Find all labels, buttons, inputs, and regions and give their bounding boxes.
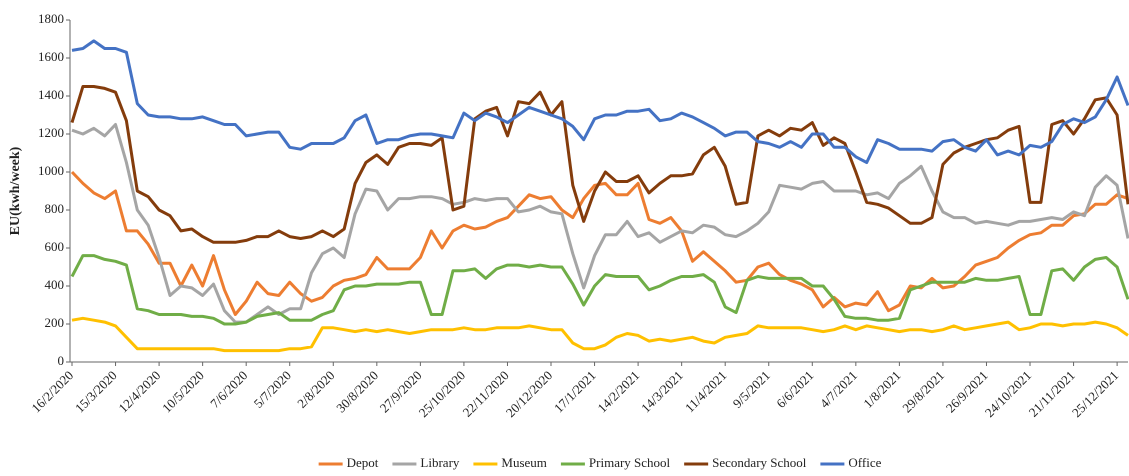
x-tick-label: 25/10/2020	[416, 368, 468, 420]
y-tick-label: 200	[45, 315, 65, 330]
x-tick-label: 29/8/2021	[899, 368, 947, 416]
y-axis-label: EU(kwh/week)	[8, 146, 23, 235]
x-tick-label: 6/6/2021	[773, 368, 816, 411]
series-line	[70, 254, 1129, 326]
series-line	[71, 123, 1129, 324]
y-tick-label: 1200	[38, 125, 64, 140]
x-tick-label: 1/8/2021	[860, 368, 903, 411]
legend: Depot Library Museum Primary School Secondar…	[318, 455, 882, 470]
y-tick-label: 400	[45, 277, 65, 292]
y-tick-label: 600	[45, 239, 65, 254]
legend-label: Secondary School	[712, 455, 807, 470]
x-tick-label: 15/3/2020	[72, 368, 120, 416]
y-tick-label: 1800	[38, 11, 64, 26]
x-tick-label: 9/5/2021	[730, 368, 773, 411]
series-line	[71, 316, 1129, 353]
x-tick-label: 24/10/2021	[982, 368, 1034, 420]
y-tick-label: 1400	[38, 87, 64, 102]
y-tick-label: 800	[45, 201, 65, 216]
series-line	[70, 85, 1129, 244]
x-tick-label: 10/5/2020	[159, 368, 207, 416]
legend-label: Museum	[501, 455, 547, 470]
x-tick-label: 20/12/2020	[503, 368, 555, 420]
series-line	[71, 39, 1129, 164]
x-tick-label: 5/7/2020	[251, 368, 294, 411]
legend-label: Office	[848, 455, 881, 470]
y-tick-label: 1000	[38, 163, 64, 178]
x-tick-label: 16/2/2020	[28, 368, 76, 416]
x-tick-label: 12/4/2020	[115, 368, 163, 416]
x-tick-label: 30/8/2020	[333, 368, 381, 416]
legend-label: Depot	[347, 455, 379, 470]
y-tick-label: 1600	[38, 49, 64, 64]
legend-label: Library	[420, 455, 459, 470]
legend-label: Primary School	[589, 455, 671, 470]
x-tick-label: 2/8/2020	[294, 368, 337, 411]
x-tick-label: 14/2/2021	[594, 368, 642, 416]
x-tick-label: 7/6/2020	[207, 368, 250, 411]
x-tick-label: 4/7/2021	[817, 368, 860, 411]
x-tick-label: 11/4/2021	[682, 368, 730, 416]
y-tick-label: 0	[58, 353, 65, 368]
x-tick-label: 17/1/2021	[551, 368, 599, 416]
x-tick-label: 14/3/2021	[638, 368, 686, 416]
x-tick-label: 25/12/2021	[1069, 368, 1121, 420]
